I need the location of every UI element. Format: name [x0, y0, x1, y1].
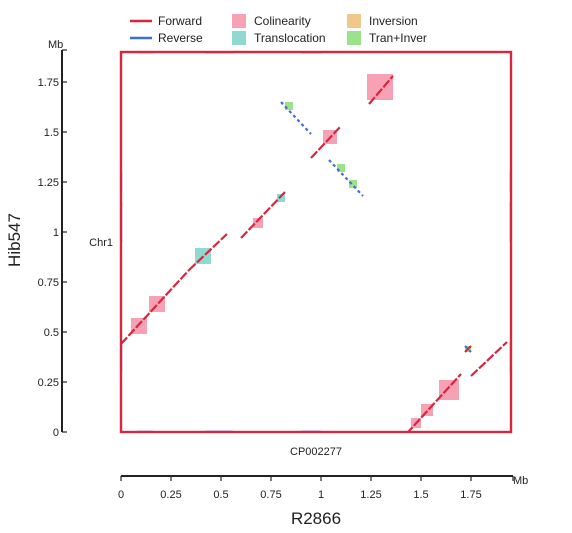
block-10: [367, 74, 393, 100]
x-sequence-label: CP002277: [290, 446, 342, 458]
legend-label-5: Inversion: [369, 14, 418, 28]
forward-segment-1: [121, 269, 190, 345]
x-tick-label: 0.25: [160, 489, 181, 501]
legend-swatch-6: [347, 31, 361, 45]
y-tick-label: 0: [53, 427, 59, 439]
legend-swatch-4: [232, 31, 246, 45]
x-axis: 0 0.25 0.5 0.75 1 1.25 1.5 1.75: [118, 475, 514, 501]
x-tick-label: 1: [318, 489, 324, 501]
legend-label-6: Tran+Inver: [369, 31, 427, 45]
y-tick-label: 1.25: [38, 177, 59, 189]
y-axis-title: Hib547: [5, 213, 24, 267]
legend-swatch-5: [347, 14, 361, 28]
block-13: [439, 380, 459, 400]
forward-segment-7: [470, 341, 508, 377]
x-tick-label: 0.75: [260, 489, 281, 501]
reverse-segment-2: [328, 159, 364, 197]
block-5: [277, 194, 285, 202]
y-sequence-label: Chr1: [89, 237, 113, 249]
legend-label-3: Colinearity: [254, 14, 311, 28]
legend-swatch-3: [232, 14, 246, 28]
forward-segment-6: [406, 373, 462, 432]
plot-frame: [119, 50, 513, 434]
x-tick-label: 1.75: [460, 489, 481, 501]
forward-segment-8: [464, 345, 472, 353]
y-axis-unit: Mb: [48, 39, 63, 51]
y-tick-label: 0.25: [38, 377, 59, 389]
y-axis: 0 0.25 0.5 0.75 1 1.25 1.5 1.75: [38, 49, 67, 439]
forward-segment-2: [188, 233, 228, 271]
alignment-layer: [121, 52, 511, 432]
x-tick-label: 0: [118, 489, 124, 501]
x-tick-label: 0.5: [213, 489, 228, 501]
block-8: [337, 164, 345, 172]
block-layer: [131, 74, 471, 428]
reverse-segment-1: [280, 101, 312, 135]
legend: Forward Reverse Colinearity Translocation In…: [130, 14, 427, 45]
reverse-segment-3: [464, 345, 472, 353]
legend-label-4: Translocation: [254, 31, 326, 45]
y-tick-label: 1.5: [44, 127, 59, 139]
y-tick-label: 1: [53, 227, 59, 239]
legend-label-1: Forward: [158, 14, 202, 28]
x-tick-label: 1.5: [413, 489, 428, 501]
block-4: [253, 218, 263, 228]
forward-segment-5: [368, 75, 394, 105]
block-6: [285, 102, 293, 110]
x-tick-label: 1.25: [360, 489, 381, 501]
y-tick-label: 1.75: [38, 77, 59, 89]
block-9: [349, 180, 357, 188]
y-tick-label: 0.5: [44, 327, 59, 339]
y-tick-label: 0.75: [38, 277, 59, 289]
x-axis-title: R2866: [291, 509, 341, 528]
x-axis-unit: Mb: [513, 475, 528, 487]
forward-segment-4: [310, 125, 342, 159]
legend-label-2: Reverse: [158, 31, 203, 45]
